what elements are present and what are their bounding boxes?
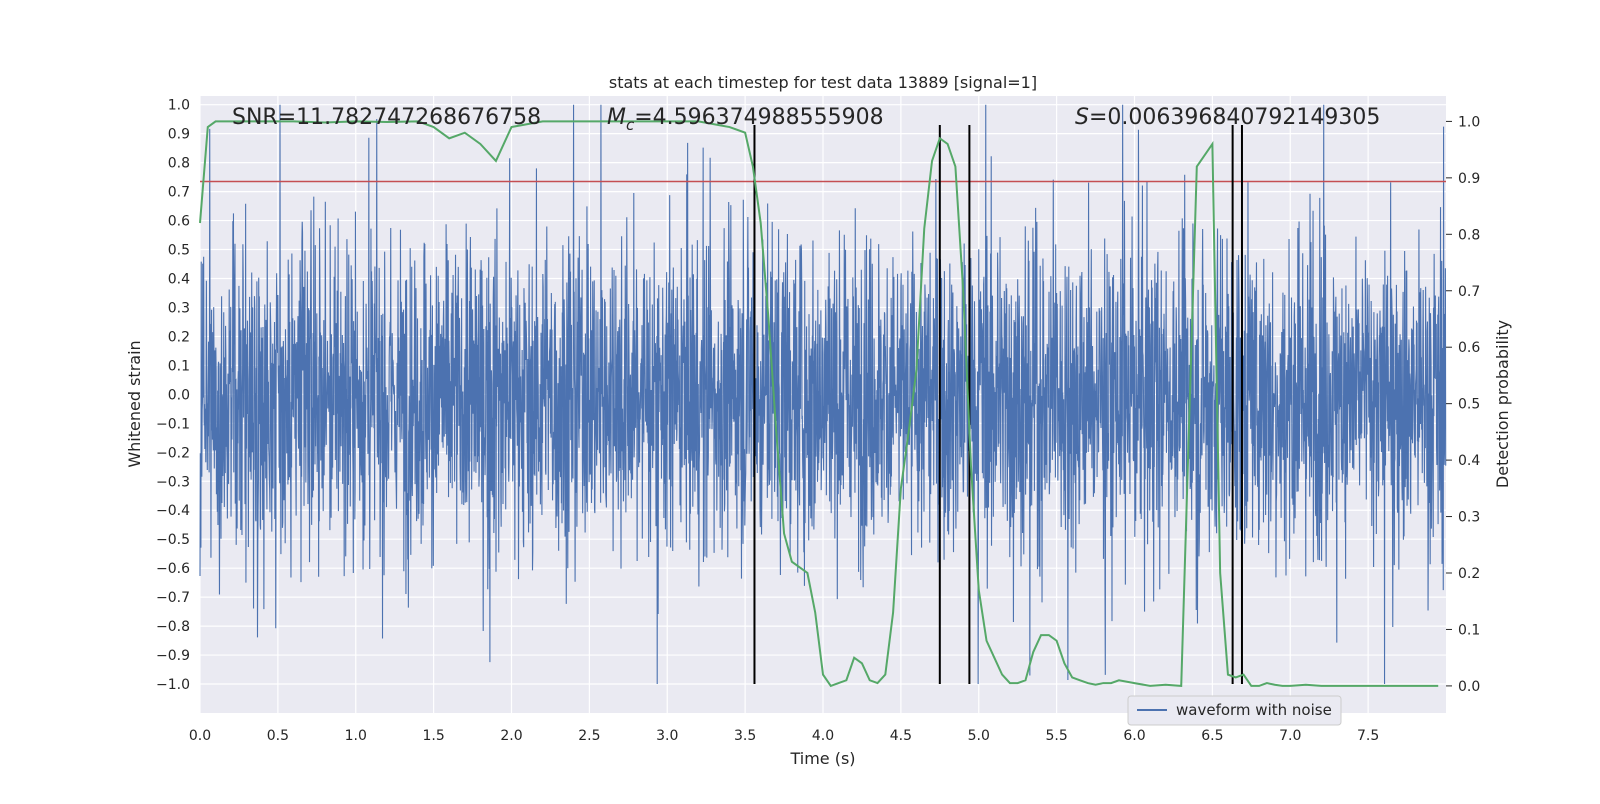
x-tick-label: 7.0 <box>1279 728 1301 744</box>
s-annotation: S=0.006396840792149305 <box>1075 105 1380 130</box>
x-tick-label: 6.0 <box>1123 728 1145 744</box>
x-tick-label: 5.5 <box>1045 728 1067 744</box>
y2-tick-label: 0.1 <box>1458 622 1480 638</box>
y-tick-labels: 1.0 0.9 0.8 0.7 0.6 0.5 0.4 0.3 0.2 0.1 0.0 −0.1 −0.… <box>156 98 190 693</box>
y-tick-label: −1.0 <box>156 677 190 693</box>
y-tick-label: 0.7 <box>168 185 190 201</box>
x-tick-label: 3.5 <box>734 728 756 744</box>
y-tick-label: −0.4 <box>156 503 190 519</box>
waveform-with-noise-series <box>199 104 1447 685</box>
y2-tick-labels: 1.0 0.9 0.8 0.7 0.6 0.5 0.4 0.3 0.2 0.1 0.0 <box>1446 114 1480 695</box>
y2-tick-label: 0.7 <box>1458 284 1480 300</box>
s-symbol: S <box>1075 105 1089 130</box>
y-tick-label: −0.2 <box>156 445 190 461</box>
y-tick-label: 0.5 <box>168 243 190 259</box>
x-tick-label: 2.5 <box>578 728 600 744</box>
y-tick-label: −0.8 <box>156 619 190 635</box>
y-tick-label: 0.4 <box>168 271 190 287</box>
y2-tick-label: 0.9 <box>1458 171 1480 187</box>
y-tick-label: −0.9 <box>156 648 190 664</box>
y-tick-label: 1.0 <box>168 98 190 114</box>
chirp-mass-value: =4.596374988555908 <box>634 105 883 130</box>
y-tick-label: 0.0 <box>168 387 190 403</box>
x-tick-label: 0.5 <box>267 728 289 744</box>
chart-title: stats at each timestep for test data 138… <box>609 73 1037 92</box>
y-tick-label: −0.5 <box>156 532 190 548</box>
y2-tick-label: 0.6 <box>1458 340 1480 356</box>
y-tick-label: −0.3 <box>156 474 190 490</box>
y-tick-label: 0.2 <box>168 329 190 345</box>
y-tick-label: −0.7 <box>156 590 190 606</box>
y-tick-label: 0.3 <box>168 300 190 316</box>
x-axis-label: Time (s) <box>789 749 855 768</box>
x-tick-label: 4.0 <box>812 728 834 744</box>
y2-tick-label: 1.0 <box>1458 114 1480 130</box>
legend-label: waveform with noise <box>1176 701 1332 719</box>
y-tick-label: 0.1 <box>168 358 190 374</box>
y2-tick-label: 0.5 <box>1458 397 1480 413</box>
y-tick-label: 0.8 <box>168 156 190 172</box>
detection-probability-series <box>199 120 1439 688</box>
x-tick-label: 0.0 <box>189 728 211 744</box>
x-tick-label: 7.5 <box>1357 728 1379 744</box>
y-tick-label: 0.6 <box>168 214 190 230</box>
legend-box <box>1127 695 1342 726</box>
chirp-mass-subscript: c <box>626 116 635 134</box>
y2-tick-label: 0.4 <box>1458 453 1480 469</box>
y2-tick-label: 0.3 <box>1458 510 1480 526</box>
chirp-mass-annotation: Mc=4.596374988555908 <box>607 105 884 134</box>
waveform-with-noise-line <box>199 104 1447 685</box>
legend: waveform with noise <box>1127 695 1342 726</box>
y-tick-label: −0.1 <box>156 416 190 432</box>
s-value: =0.006396840792149305 <box>1089 105 1380 130</box>
x-tick-label: 2.0 <box>500 728 522 744</box>
x-tick-label: 5.0 <box>968 728 990 744</box>
detection-probability-line <box>199 120 1439 688</box>
x-tick-label: 1.0 <box>345 728 367 744</box>
x-tick-labels: 0.0 0.5 1.0 1.5 2.0 2.5 3.0 3.5 4.0 4.5 5.0 5.5 6.0 6… <box>189 728 1379 744</box>
x-tick-label: 1.5 <box>422 728 444 744</box>
y2-tick-label: 0.0 <box>1458 679 1480 695</box>
chirp-mass-symbol: M <box>607 105 626 130</box>
y-tick-label: −0.6 <box>156 561 190 577</box>
snr-annotation: SNR=11.782747268676758 <box>232 105 541 130</box>
x-tick-label: 3.0 <box>656 728 678 744</box>
event-marker-layer <box>753 124 1243 685</box>
y-axis-label: Whitened strain <box>125 340 144 467</box>
x-tick-label: 6.5 <box>1201 728 1223 744</box>
y2-tick-label: 0.2 <box>1458 566 1480 582</box>
x-tick-label: 4.5 <box>890 728 912 744</box>
y-tick-label: 0.9 <box>168 127 190 143</box>
y2-tick-label: 0.8 <box>1458 227 1480 243</box>
y2-axis-label: Detection probability <box>1493 320 1512 488</box>
